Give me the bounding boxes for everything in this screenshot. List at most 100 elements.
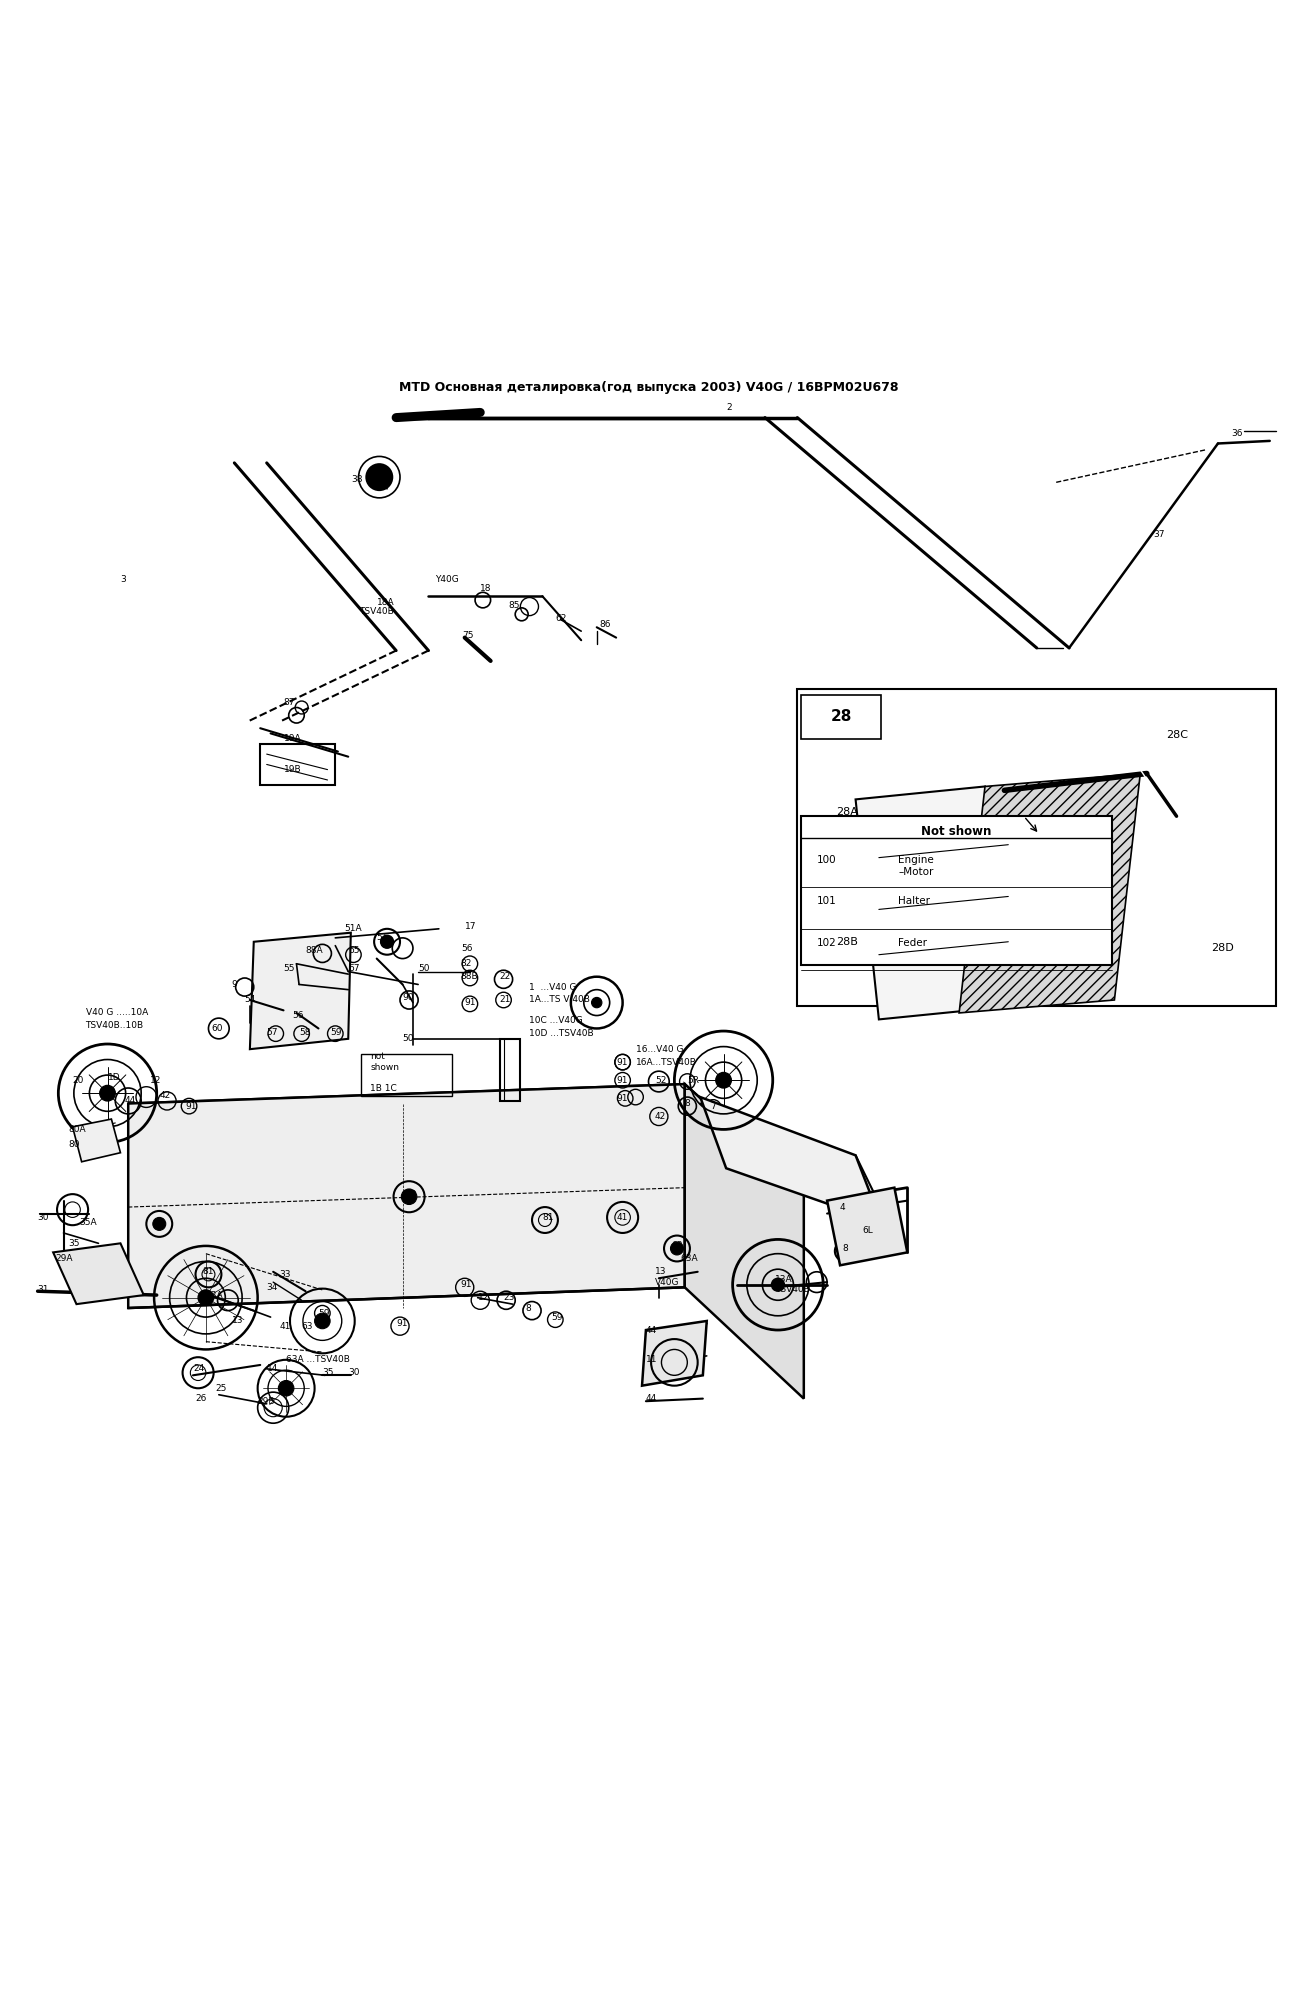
Text: 63A: 63A bbox=[681, 1254, 699, 1264]
Text: 35A: 35A bbox=[79, 1218, 97, 1228]
Text: 10C ...V40G: 10C ...V40G bbox=[529, 1016, 584, 1026]
Text: 50: 50 bbox=[418, 964, 429, 974]
Text: 81: 81 bbox=[202, 1268, 214, 1276]
Text: 30: 30 bbox=[348, 1368, 359, 1378]
Text: 19B: 19B bbox=[284, 766, 301, 774]
Text: 28A: 28A bbox=[837, 808, 859, 818]
Bar bbox=[499, 1038, 520, 1100]
Polygon shape bbox=[128, 1084, 804, 1214]
Text: Y40G: Y40G bbox=[434, 574, 459, 584]
Text: V40 G .....10A: V40 G .....10A bbox=[86, 1008, 148, 1018]
Text: TSV40B..10B: TSV40B..10B bbox=[86, 1022, 144, 1030]
Text: 88A: 88A bbox=[306, 946, 323, 956]
Text: 28B: 28B bbox=[837, 936, 859, 946]
Polygon shape bbox=[685, 1084, 804, 1398]
Text: 75: 75 bbox=[462, 630, 473, 640]
Text: 17: 17 bbox=[464, 922, 476, 930]
Text: 59: 59 bbox=[551, 1312, 563, 1322]
Text: 80A: 80A bbox=[69, 1124, 87, 1134]
Text: 5R: 5R bbox=[687, 1076, 699, 1084]
Text: 59: 59 bbox=[319, 1308, 329, 1318]
Text: 37: 37 bbox=[1153, 530, 1165, 538]
Text: 29A: 29A bbox=[56, 1254, 73, 1264]
Text: 18A: 18A bbox=[376, 598, 394, 608]
Text: 14: 14 bbox=[267, 1364, 278, 1374]
Text: 1B 1C: 1B 1C bbox=[370, 1084, 397, 1092]
Text: 8: 8 bbox=[525, 1304, 532, 1312]
Text: 26: 26 bbox=[196, 1394, 208, 1404]
Polygon shape bbox=[128, 1084, 685, 1308]
Text: 80: 80 bbox=[69, 1140, 80, 1150]
Text: 13A
TSV40B: 13A TSV40B bbox=[776, 1276, 811, 1294]
Text: 41: 41 bbox=[616, 1212, 628, 1222]
Text: 81: 81 bbox=[542, 1212, 554, 1222]
Text: not
shown: not shown bbox=[370, 1052, 399, 1072]
FancyBboxPatch shape bbox=[798, 690, 1276, 1006]
Text: TSV40B: TSV40B bbox=[358, 608, 393, 616]
Text: 50: 50 bbox=[402, 1034, 414, 1044]
FancyBboxPatch shape bbox=[802, 816, 1112, 966]
Polygon shape bbox=[827, 1188, 908, 1266]
Text: 101: 101 bbox=[817, 896, 837, 906]
Circle shape bbox=[380, 936, 393, 948]
Polygon shape bbox=[53, 1244, 144, 1304]
Text: 58: 58 bbox=[300, 1028, 310, 1036]
Text: 25: 25 bbox=[215, 1384, 226, 1392]
Text: 2: 2 bbox=[726, 402, 732, 412]
Text: 86: 86 bbox=[599, 620, 611, 630]
Bar bbox=[361, 1054, 451, 1096]
Circle shape bbox=[840, 1246, 851, 1256]
Circle shape bbox=[315, 1314, 331, 1328]
Text: Engine
–Motor: Engine –Motor bbox=[899, 856, 934, 876]
Text: 55: 55 bbox=[284, 964, 294, 974]
Text: 91: 91 bbox=[460, 1280, 472, 1290]
Text: 100: 100 bbox=[817, 856, 837, 866]
Text: 1A...TS V 40B: 1A...TS V 40B bbox=[529, 996, 590, 1004]
Text: 3: 3 bbox=[121, 574, 126, 584]
Text: 56: 56 bbox=[460, 944, 472, 952]
Text: 51A: 51A bbox=[345, 924, 362, 934]
Text: 51: 51 bbox=[376, 934, 388, 942]
Text: 6L: 6L bbox=[863, 1226, 873, 1234]
Text: 44: 44 bbox=[125, 1096, 136, 1106]
Text: 91: 91 bbox=[185, 1102, 197, 1110]
Text: 63A ...TSV40B: 63A ...TSV40B bbox=[287, 1356, 350, 1364]
Circle shape bbox=[772, 1278, 785, 1292]
Text: 91: 91 bbox=[464, 998, 476, 1008]
Text: 21: 21 bbox=[499, 996, 511, 1004]
Text: 9: 9 bbox=[232, 980, 237, 988]
Bar bbox=[261, 744, 336, 786]
Text: 20: 20 bbox=[73, 1076, 84, 1084]
Text: 61: 61 bbox=[154, 1218, 166, 1228]
Text: 28D: 28D bbox=[1211, 944, 1235, 954]
Text: 44: 44 bbox=[646, 1326, 658, 1334]
Circle shape bbox=[591, 998, 602, 1008]
Text: 35: 35 bbox=[323, 1368, 333, 1378]
Text: 13A: 13A bbox=[206, 1290, 223, 1300]
Circle shape bbox=[153, 1218, 166, 1230]
Text: 8: 8 bbox=[685, 1100, 690, 1108]
Text: Not shown: Not shown bbox=[921, 826, 992, 838]
Text: 44: 44 bbox=[646, 1394, 658, 1404]
Text: 4: 4 bbox=[840, 1202, 846, 1212]
Text: 63: 63 bbox=[302, 1322, 313, 1330]
Text: 7: 7 bbox=[711, 1102, 716, 1110]
Circle shape bbox=[401, 1188, 416, 1204]
Text: 22: 22 bbox=[499, 972, 511, 982]
Text: 88B: 88B bbox=[460, 972, 479, 982]
Text: 67: 67 bbox=[348, 964, 359, 974]
Text: 10D ...TSV40B: 10D ...TSV40B bbox=[529, 1030, 594, 1038]
Circle shape bbox=[100, 1086, 115, 1100]
Text: 82: 82 bbox=[460, 960, 472, 968]
FancyBboxPatch shape bbox=[802, 694, 882, 738]
Text: 35: 35 bbox=[69, 1238, 80, 1248]
Polygon shape bbox=[250, 932, 350, 1050]
Text: 90: 90 bbox=[402, 992, 414, 1002]
Circle shape bbox=[198, 1290, 214, 1306]
Text: 52: 52 bbox=[655, 1076, 667, 1084]
Text: 16A...TSV40B: 16A...TSV40B bbox=[636, 1058, 696, 1066]
Polygon shape bbox=[958, 774, 1140, 1012]
Circle shape bbox=[366, 464, 392, 490]
Text: 24: 24 bbox=[193, 1364, 204, 1374]
Text: 41: 41 bbox=[280, 1322, 291, 1330]
